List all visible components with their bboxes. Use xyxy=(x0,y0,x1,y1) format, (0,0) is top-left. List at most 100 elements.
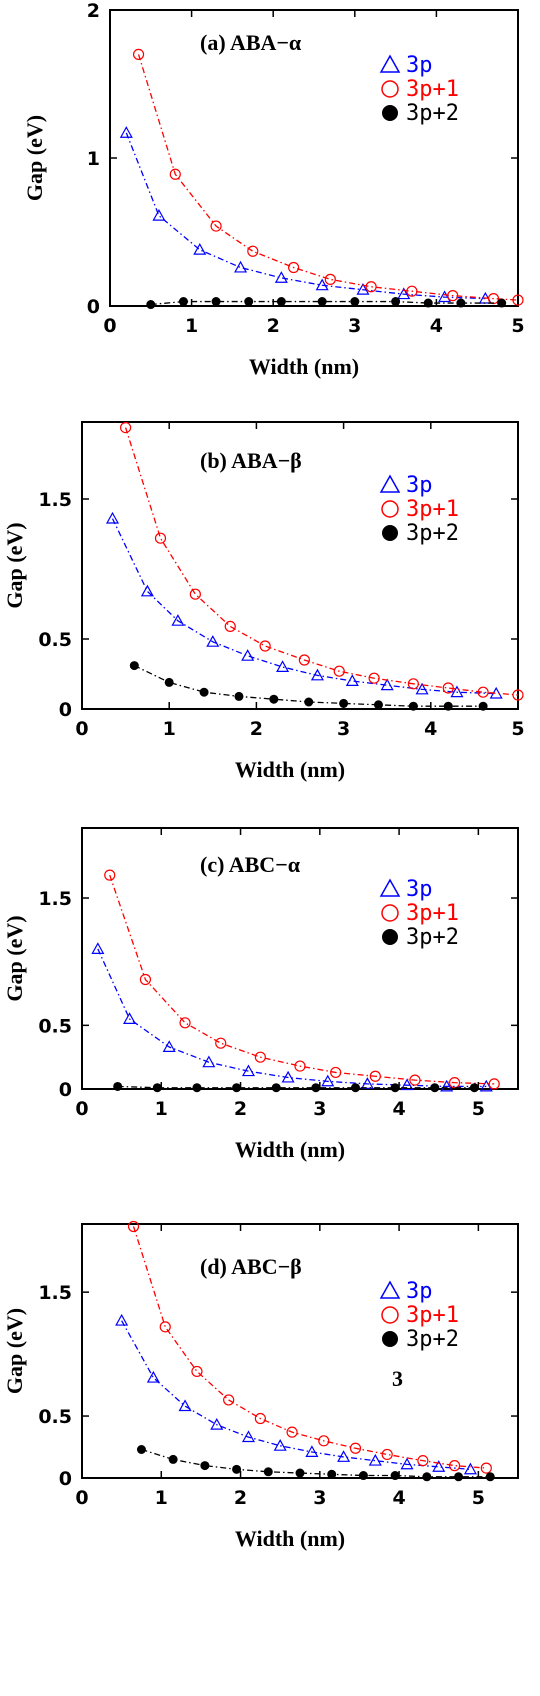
y-axis-label: Gap (eV) xyxy=(2,522,27,608)
data-point-3p+1 xyxy=(294,1060,306,1072)
data-point-3p+1 xyxy=(406,285,418,297)
legend-label-3p: 3p xyxy=(406,473,433,498)
y-tick-label: 1.5 xyxy=(38,1282,72,1304)
data-point-3p+2 xyxy=(199,687,209,697)
data-point-3p+2 xyxy=(146,300,156,310)
data-point-3p xyxy=(274,271,288,283)
x-tick-label: 4 xyxy=(392,1098,405,1120)
x-tick-label: 0 xyxy=(75,1098,88,1120)
panel-d: 0 1 2 3 4 5 0 0.5 1.5 Width (nm) Gap (eV) (d) ABC−β… xyxy=(2,1220,519,1551)
data-point-3p xyxy=(119,126,133,138)
panel-title: (d) ABC−β xyxy=(200,1254,302,1279)
data-point-3p xyxy=(123,1012,137,1024)
data-point-3p xyxy=(241,649,255,661)
data-point-3p xyxy=(432,1460,446,1472)
data-point-3p+1 xyxy=(324,273,336,285)
data-point-3p+2 xyxy=(200,1461,210,1471)
data-point-3p xyxy=(146,1370,160,1383)
data-point-3p+1 xyxy=(224,620,236,633)
data-point-3p+1 xyxy=(169,168,181,180)
legend-marker-3p xyxy=(379,878,401,897)
data-point-3p xyxy=(202,1055,216,1068)
data-point-3p+2 xyxy=(423,298,433,308)
data-point-3p+2 xyxy=(373,700,383,710)
data-point-3p+2 xyxy=(317,297,327,307)
data-point-3p xyxy=(171,614,185,626)
data-point-3p+1 xyxy=(448,1460,461,1472)
plot-frame xyxy=(109,9,519,307)
legend-label-3p+1: 3p+1 xyxy=(406,497,459,522)
legend-marker-3p+1 xyxy=(381,80,399,98)
data-point-3p+2 xyxy=(168,1454,178,1464)
legend-label-3p+1: 3p+1 xyxy=(406,1303,459,1328)
x-tick-label: 4 xyxy=(392,1487,405,1509)
y-tick-label: 2 xyxy=(87,0,100,22)
data-point-3p+2 xyxy=(350,1083,360,1093)
data-point-3p+1 xyxy=(119,422,132,434)
data-point-3p xyxy=(368,1453,382,1466)
legend-label-3p: 3p xyxy=(406,53,433,78)
legend-marker-3p xyxy=(379,1280,401,1299)
data-point-3p+1 xyxy=(407,678,419,690)
data-point-3p+2 xyxy=(311,1083,321,1093)
data-point-3p xyxy=(91,942,105,954)
data-point-3p xyxy=(241,1064,255,1077)
data-point-3p xyxy=(140,584,154,597)
data-point-3p xyxy=(315,278,329,291)
data-point-3p xyxy=(463,1462,477,1475)
data-point-3p+2 xyxy=(327,1469,337,1479)
y-tick-label: 1.5 xyxy=(38,489,72,511)
x-tick-label: 3 xyxy=(348,315,361,337)
data-point-3p xyxy=(210,1417,224,1430)
y-tick-label: 0.5 xyxy=(38,1015,72,1037)
data-point-3p+2 xyxy=(271,1083,281,1093)
data-point-3p xyxy=(193,243,207,255)
series-line-3p+1 xyxy=(124,427,519,696)
y-tick-label: 0.5 xyxy=(38,629,72,651)
data-point-3p+1 xyxy=(368,672,380,684)
legend-label-3p+1: 3p+1 xyxy=(406,77,459,102)
y-tick-label: 1.5 xyxy=(38,888,72,910)
data-point-3p+2 xyxy=(276,297,286,307)
data-point-3p+1 xyxy=(330,1066,342,1079)
data-point-3p+1 xyxy=(409,1074,421,1086)
data-point-3p+1 xyxy=(286,1426,298,1438)
x-axis-label: Width (nm) xyxy=(249,354,359,379)
legend-label-3p+2: 3p+2 xyxy=(406,101,459,126)
data-point-3p+1 xyxy=(333,665,345,677)
data-point-3p+2 xyxy=(478,701,488,711)
legend-label-3p: 3p xyxy=(406,1279,433,1304)
x-tick-label: 4 xyxy=(424,718,437,740)
legend-marker-3p+1 xyxy=(381,1306,399,1324)
data-point-3p+2 xyxy=(164,677,174,687)
data-point-3p+1 xyxy=(512,689,524,701)
data-point-3p+2 xyxy=(391,297,401,307)
data-point-3p+1 xyxy=(179,1017,191,1029)
data-point-3p+1 xyxy=(254,1051,266,1063)
data-point-3p+1 xyxy=(298,654,310,666)
y-axis-label: Gap (eV) xyxy=(22,115,47,201)
legend-label-3p+1: 3p+1 xyxy=(406,901,459,926)
legend-label-3p: 3p xyxy=(406,877,433,902)
data-point-3p+2 xyxy=(211,297,221,307)
data-point-3p+2 xyxy=(339,698,349,708)
legend-marker-3p xyxy=(379,474,401,493)
data-point-3p xyxy=(178,1399,192,1412)
x-tick-label: 4 xyxy=(430,315,443,337)
data-point-3p xyxy=(310,668,324,681)
data-point-3p+2 xyxy=(497,298,507,308)
data-point-3p+2 xyxy=(295,1468,305,1478)
panel-title: (c) ABC−α xyxy=(200,852,301,877)
data-point-3p+1 xyxy=(381,1448,393,1461)
data-point-3p+1 xyxy=(139,973,152,986)
data-point-3p+1 xyxy=(154,532,167,544)
data-point-3p xyxy=(115,1313,129,1326)
x-tick-label: 3 xyxy=(313,1487,326,1509)
data-point-3p xyxy=(152,208,166,221)
series-line-3p+1 xyxy=(137,54,519,301)
plot-frame xyxy=(81,827,519,1090)
data-point-3p+2 xyxy=(390,1083,400,1093)
panel-title: (b) ABA−β xyxy=(200,448,302,473)
data-point-3p+2 xyxy=(454,1472,464,1482)
data-point-3p+1 xyxy=(210,220,222,232)
